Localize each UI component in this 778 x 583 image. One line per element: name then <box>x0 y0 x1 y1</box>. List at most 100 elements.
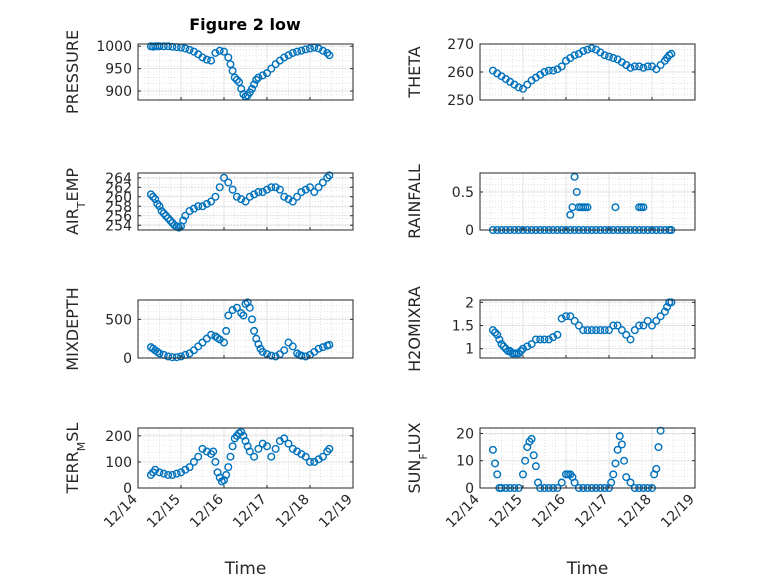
axes-sun-flux: 0 10 20 12/14 12/15 12/16 12/17 12/18 12/19 Time S… <box>405 422 698 579</box>
data-point <box>611 459 620 468</box>
data-point <box>656 426 665 435</box>
data-point <box>630 62 639 71</box>
data-point <box>258 71 267 80</box>
data-point <box>245 447 254 456</box>
data-point <box>325 171 334 180</box>
data-point <box>267 452 276 461</box>
data-point <box>493 470 502 479</box>
data-point <box>185 45 194 54</box>
axes-pressure: 900 950 1000 PRESSURE <box>63 30 354 114</box>
axes-h2omixra: 1 1.5 2 H2OMIXRA <box>405 286 696 372</box>
data-point <box>297 46 306 55</box>
axes-rainfall: 0 0.5 RAINFALL <box>405 164 696 239</box>
data-point <box>164 352 173 361</box>
y-tick-label: 10 <box>456 454 474 470</box>
x-tick-label: 12/18 <box>273 492 313 532</box>
axes-terr-msl: 0 100 200 12/14 12/15 12/16 12/17 12/18 12/19 Tim… <box>63 423 356 579</box>
x-axis-label: Time <box>224 559 267 579</box>
data-point <box>566 312 575 321</box>
data-point <box>656 312 665 321</box>
data-point <box>570 51 579 60</box>
data-point <box>519 470 528 479</box>
data-point <box>527 340 536 349</box>
data-point <box>495 335 504 344</box>
data-point <box>159 469 168 478</box>
data-point <box>635 62 644 71</box>
axes-box <box>479 427 696 489</box>
data-point <box>325 51 334 60</box>
data-point <box>219 338 228 347</box>
data-point <box>202 55 211 64</box>
y-tick-label: 258 <box>105 199 132 215</box>
y-tick-label: 0 <box>465 223 474 239</box>
data-point <box>258 347 267 356</box>
data-point <box>232 192 241 201</box>
data-point <box>224 53 233 62</box>
data-point <box>626 63 635 72</box>
y-tick-label: 0 <box>123 481 132 497</box>
data-point <box>224 178 233 187</box>
data-point <box>587 326 596 335</box>
data-point <box>323 48 332 57</box>
data-point <box>271 183 280 192</box>
data-point <box>172 469 181 478</box>
y-axis-label: AIRTEMP <box>63 168 88 235</box>
y-tick-label: 0 <box>123 351 132 367</box>
data-point <box>622 473 631 482</box>
data-point <box>245 303 254 312</box>
data-point <box>237 427 246 436</box>
data-point <box>620 456 629 465</box>
data-point <box>181 44 190 53</box>
data-point <box>611 203 620 212</box>
data-point <box>583 45 592 54</box>
axes-mixdepth: 0 500 MIXDEPTH <box>63 287 354 371</box>
y-tick-label: 256 <box>105 209 132 225</box>
data-point <box>600 51 609 60</box>
y-tick-label: 900 <box>105 84 132 100</box>
data-point <box>271 60 280 69</box>
data-point <box>194 202 203 211</box>
data-point <box>288 197 297 206</box>
data-point <box>497 340 506 349</box>
data-point <box>157 206 166 215</box>
x-axis-label: Time <box>566 559 609 579</box>
y-axis-label: TERRMSL <box>63 423 88 495</box>
data-point <box>549 333 558 342</box>
data-point <box>284 51 293 60</box>
x-tick-label: 12/14 <box>443 491 483 531</box>
y-tick-label: 500 <box>105 312 132 328</box>
data-point <box>176 352 185 361</box>
data-point <box>318 46 327 55</box>
data-point <box>562 312 571 321</box>
data-point <box>622 330 631 339</box>
y-tick-label: 260 <box>447 65 474 81</box>
data-point <box>155 349 164 358</box>
data-point <box>263 185 272 194</box>
x-tick-label: 12/15 <box>144 492 184 532</box>
data-point <box>557 62 566 71</box>
data-point <box>529 451 538 460</box>
data-point <box>228 66 237 75</box>
data-point <box>639 203 648 212</box>
data-point <box>527 434 536 443</box>
x-tick-label: 12/19 <box>658 492 698 532</box>
data-point <box>151 195 160 204</box>
data-point <box>275 185 284 194</box>
data-point <box>267 64 276 73</box>
data-point <box>247 84 256 93</box>
data-point <box>168 353 177 362</box>
data-point <box>164 42 173 51</box>
data-point <box>146 190 155 199</box>
data-point <box>626 478 635 487</box>
data-point <box>544 335 553 344</box>
data-point <box>280 192 289 201</box>
data-point <box>228 185 237 194</box>
axes-theta: 250 260 270 THETA <box>405 37 696 109</box>
data-point <box>230 73 239 82</box>
data-point <box>207 56 216 65</box>
data-point <box>667 298 676 307</box>
axes-box <box>479 299 696 359</box>
data-point <box>639 63 648 72</box>
data-point <box>211 192 220 201</box>
